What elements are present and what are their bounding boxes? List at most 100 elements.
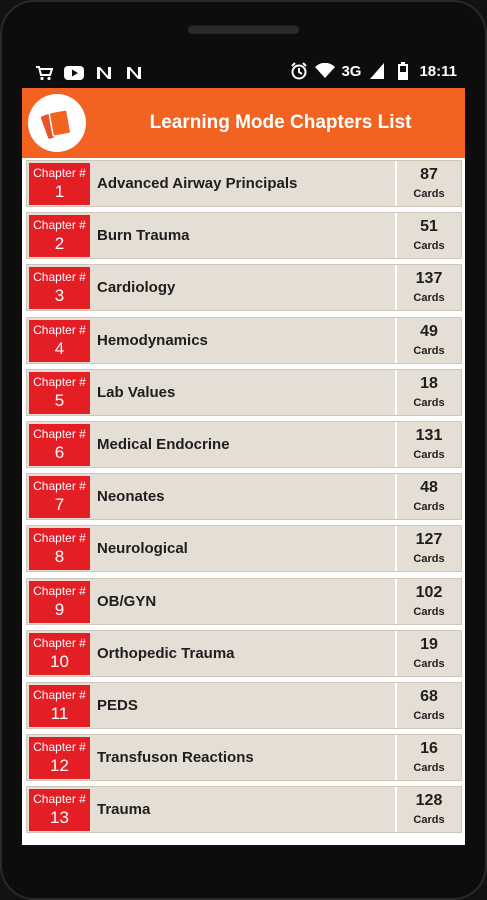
- chapter-name: Burn Trauma: [97, 227, 190, 245]
- chapter-number: 3: [54, 286, 65, 306]
- chapter-row[interactable]: Chapter # 1 Advanced Airway Principals 87 Ca…: [26, 160, 462, 207]
- chapter-badge: Chapter #5: [29, 371, 90, 414]
- chapter-badge: Chapter #4: [29, 319, 90, 362]
- chapter-number: 4: [54, 338, 65, 358]
- chapter-name: PEDS: [97, 697, 138, 714]
- card-count-label: Cards: [413, 762, 445, 775]
- chapter-number: 7: [54, 495, 65, 515]
- card-count-number: 87: [420, 166, 438, 183]
- card-count-number: 48: [420, 479, 438, 497]
- chapter-badge-label: Chapter #: [33, 531, 86, 546]
- chapter-number: 9: [54, 599, 65, 619]
- alarm-icon: [289, 62, 309, 80]
- chapter-name: Trauma: [97, 801, 151, 819]
- clock: 18:11: [419, 62, 457, 80]
- card-count-number: 137: [415, 270, 443, 288]
- battery-icon: [393, 62, 413, 80]
- card-count: 49 Cards: [395, 317, 461, 363]
- card-count-label: Cards: [413, 188, 445, 200]
- card-count-number: 102: [415, 583, 443, 601]
- chapter-badge: Chapter # 1: [29, 163, 90, 205]
- card-count: 18 Cards: [395, 369, 461, 415]
- chapter-row[interactable]: Chapter #13 Trauma 128 Cards: [26, 786, 462, 834]
- chapter-badge: Chapter #2: [29, 215, 90, 258]
- card-count-label: Cards: [413, 396, 445, 409]
- chapter-name: OB/GYN: [97, 592, 157, 610]
- chapter-number: 2: [54, 234, 65, 254]
- signal-icon: [367, 62, 387, 80]
- chapter-badge-label: Chapter #: [33, 166, 86, 180]
- card-count-label: Cards: [413, 605, 445, 618]
- chapter-row[interactable]: Chapter #12 Transfuson Reactions 16 Cards: [26, 734, 462, 782]
- chapter-badge: Chapter #12: [29, 737, 90, 780]
- youtube-icon: [64, 64, 84, 82]
- chapter-badge-label: Chapter #: [33, 688, 86, 702]
- chapter-number: 12: [50, 756, 69, 776]
- chapter-row[interactable]: Chapter #8 Neurological 127 Cards: [26, 525, 462, 573]
- speaker-grille: [187, 24, 300, 34]
- chapter-number: 1: [54, 182, 65, 201]
- app-screen: Learning Mode Chapters List Chapter # 1 Ad…: [22, 88, 465, 845]
- chapter-badge: Chapter # 11: [29, 685, 90, 727]
- chapter-name: Advanced Airway Principals: [97, 175, 298, 192]
- chapter-badge-label: Chapter #: [33, 583, 86, 598]
- card-count-number: 128: [415, 792, 443, 810]
- chapter-badge: Chapter #8: [29, 528, 90, 571]
- chapter-row[interactable]: Chapter #4 Hemodynamics 49 Cards: [26, 316, 462, 364]
- chapter-badge: Chapter # 6: [29, 424, 90, 466]
- card-count: 68 Cards: [395, 683, 461, 728]
- chapter-name: Neonates: [97, 488, 165, 506]
- card-count: 48 Cards: [395, 474, 461, 520]
- card-count-label: Cards: [413, 814, 445, 827]
- chapter-badge: Chapter #13: [29, 789, 90, 832]
- card-count: 87 Cards: [395, 161, 461, 206]
- card-count-label: Cards: [413, 240, 445, 253]
- chapter-row[interactable]: Chapter #2 Burn Trauma 51 Cards: [26, 212, 462, 260]
- chapter-row[interactable]: Chapter # 6 Medical Endocrine 131 Cards: [26, 421, 462, 468]
- card-count-label: Cards: [413, 344, 445, 357]
- chapter-badge-label: Chapter #: [33, 427, 86, 441]
- chapter-row[interactable]: Chapter #3 Cardiology 137 Cards: [26, 264, 462, 312]
- card-count: 16 Cards: [395, 735, 461, 781]
- card-count: 127 Cards: [395, 526, 461, 572]
- card-count-label: Cards: [413, 553, 445, 566]
- page-title: Learning Mode Chapters List: [149, 112, 412, 133]
- chapter-badge-label: Chapter #: [33, 635, 86, 650]
- card-count: 131 Cards: [395, 422, 461, 467]
- flashcards-icon[interactable]: [28, 94, 86, 152]
- wifi-icon: [315, 62, 336, 80]
- card-count: 137 Cards: [395, 265, 461, 311]
- cart-icon: [34, 64, 54, 82]
- chapter-name: Cardiology: [97, 279, 176, 297]
- chapter-number: 6: [54, 443, 65, 462]
- chapter-row[interactable]: Chapter #7 Neonates 48 Cards: [26, 473, 462, 521]
- chapter-badge-label: Chapter #: [33, 792, 86, 807]
- n-icon: [124, 64, 144, 82]
- chapter-number: 11: [50, 704, 69, 723]
- chapter-number: 13: [50, 808, 69, 828]
- chapter-row[interactable]: Chapter #5 Lab Values 18 Cards: [26, 368, 462, 416]
- card-count-number: 68: [420, 688, 438, 705]
- app-bar: Learning Mode Chapters List: [22, 88, 465, 158]
- chapter-badge: Chapter #9: [29, 580, 90, 623]
- chapter-badge-label: Chapter #: [33, 270, 86, 285]
- chapter-badge-label: Chapter #: [33, 218, 86, 233]
- chapter-badge: Chapter #3: [29, 267, 90, 310]
- card-count-number: 18: [420, 374, 438, 392]
- chapter-row[interactable]: Chapter #10 Orthopedic Trauma 19 Cards: [26, 629, 462, 677]
- chapter-badge: Chapter #10: [29, 632, 90, 675]
- chapter-name: Neurological: [97, 540, 188, 558]
- chapter-name: Orthopedic Trauma: [97, 644, 235, 662]
- card-count-number: 19: [420, 635, 438, 653]
- chapter-row[interactable]: Chapter #9 OB/GYN 102 Cards: [26, 577, 462, 625]
- card-count-label: Cards: [413, 657, 445, 670]
- chapter-badge-label: Chapter #: [33, 740, 86, 755]
- card-count: 51 Cards: [395, 213, 461, 259]
- chapter-name: Hemodynamics: [97, 331, 208, 349]
- chapter-number: 8: [54, 547, 65, 567]
- chapter-badge-label: Chapter #: [33, 322, 86, 337]
- card-count: 128 Cards: [395, 787, 461, 833]
- chapter-badge-label: Chapter #: [33, 374, 86, 389]
- chapter-row[interactable]: Chapter # 11 PEDS 68 Cards: [26, 682, 462, 729]
